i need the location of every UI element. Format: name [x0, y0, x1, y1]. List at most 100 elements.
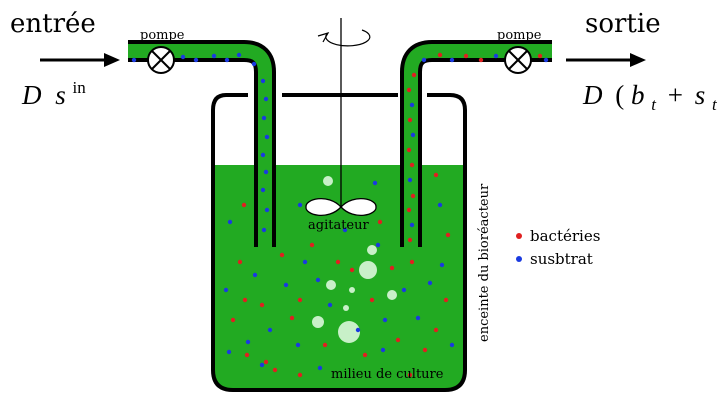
bacteria-particle	[445, 232, 451, 238]
substrate-particle	[260, 187, 266, 193]
outlet-formula-d: D	[582, 80, 603, 110]
bacteria-particle	[237, 259, 243, 265]
substrate-particle	[410, 132, 416, 138]
bacteria-particle	[411, 72, 417, 78]
outlet-formula-s: s	[695, 80, 706, 110]
bacteria-particle	[279, 252, 285, 258]
bacteria-particle	[369, 297, 375, 303]
bacteria-particle	[406, 87, 412, 93]
substrate-particle	[297, 202, 303, 208]
bacteria-particle	[407, 237, 413, 243]
bacteria-particle	[389, 265, 395, 271]
substrate-particle	[317, 365, 323, 371]
substrate-particle	[251, 61, 257, 67]
substrate-particle	[261, 227, 267, 233]
outlet-formula-plus: +	[668, 80, 683, 110]
bubble	[367, 245, 377, 255]
bacteria-particle	[437, 52, 443, 58]
substrate-particle	[315, 277, 321, 283]
legend-substrate-label: susbtrat	[530, 250, 593, 268]
bacteria-particle	[478, 57, 484, 63]
substrate-particle	[415, 315, 421, 321]
bacteria-particle	[407, 117, 413, 123]
substrate-particle	[421, 57, 427, 63]
bacteria-particle	[410, 193, 416, 199]
substrate-particle	[439, 262, 445, 268]
bacteria-particle	[244, 352, 250, 358]
legend-substrate-dot	[516, 256, 522, 262]
bacteria-particle	[537, 53, 543, 59]
inlet-tube-liquid	[128, 44, 272, 247]
substrate-particle	[342, 227, 348, 233]
medium-label: milieu de culture	[331, 367, 444, 382]
bacteria-particle	[409, 162, 415, 168]
substrate-particle	[327, 302, 333, 308]
pump-right-icon	[504, 46, 532, 74]
substrate-particle	[267, 327, 273, 333]
outlet-formula-open: (	[615, 80, 624, 110]
svg-text:D ( b t: D ( b t + s t )	[582, 80, 721, 116]
substrate-particle	[193, 57, 199, 63]
bacteria-particle	[406, 207, 412, 213]
substrate-particle	[211, 53, 217, 59]
outlet-formula: D ( b t + s t )	[582, 80, 721, 116]
substrate-particle	[261, 115, 267, 121]
bacteria-particle	[230, 317, 236, 323]
outlet-tube-liquid	[404, 44, 552, 247]
substrate-particle	[375, 242, 381, 248]
inlet-arrow-icon	[40, 53, 120, 67]
bubble	[326, 280, 336, 290]
inlet-formula: D s in	[21, 78, 86, 110]
substrate-particle	[295, 342, 301, 348]
outlet-formula-b: b	[631, 80, 645, 110]
substrate-particle	[264, 207, 270, 213]
bacteria-particle	[263, 359, 269, 365]
bubble	[359, 261, 377, 279]
legend: bactéries susbtrat	[516, 227, 600, 268]
substrate-particle	[252, 272, 258, 278]
bacteria-particle	[272, 367, 278, 373]
inlet-formula-s: s	[55, 80, 66, 110]
substrate-particle	[355, 327, 361, 333]
bubble	[312, 316, 324, 328]
substrate-particle	[372, 180, 378, 186]
substrate-particle	[236, 52, 242, 58]
substrate-particle	[407, 177, 413, 183]
bubble	[343, 305, 349, 311]
agitator-label: agitateur	[308, 218, 369, 233]
bioreactor-vessel	[211, 93, 467, 392]
bacteria-particle	[395, 337, 401, 343]
substrate-particle	[260, 152, 266, 158]
substrate-particle	[409, 222, 415, 228]
legend-bacteria-dot	[516, 233, 522, 239]
substrate-particle	[260, 78, 266, 84]
bacteria-particle	[409, 259, 415, 265]
substrate-particle	[401, 287, 407, 293]
bacteria-particle	[463, 53, 469, 59]
bacteria-particle	[433, 172, 439, 178]
bacteria-particle	[309, 242, 315, 248]
bubble	[338, 321, 360, 343]
bacteria-particle	[377, 219, 383, 225]
bubble	[323, 176, 333, 186]
substrate-particle	[543, 57, 549, 63]
substrate-particle	[224, 57, 230, 63]
inlet-formula-sup: in	[73, 78, 87, 97]
pump-left-label: pompe	[140, 28, 185, 43]
outlet-formula-sub1: t	[651, 95, 657, 114]
bacteria-particle	[443, 297, 449, 303]
outlet-arrow-icon	[566, 53, 646, 67]
substrate-particle	[263, 96, 269, 102]
substrate-particle	[449, 342, 455, 348]
bacteria-particle	[406, 147, 412, 153]
culture-medium	[213, 165, 465, 390]
substrate-particle	[382, 317, 388, 323]
enclosure-label: enceinte du bioréacteur	[477, 183, 492, 342]
bacteria-particle	[297, 297, 303, 303]
bacteria-particle	[362, 352, 368, 358]
bacteria-particle	[433, 327, 439, 333]
substrate-particle	[131, 57, 137, 63]
substrate-particle	[437, 202, 443, 208]
substrate-particle	[259, 362, 265, 368]
